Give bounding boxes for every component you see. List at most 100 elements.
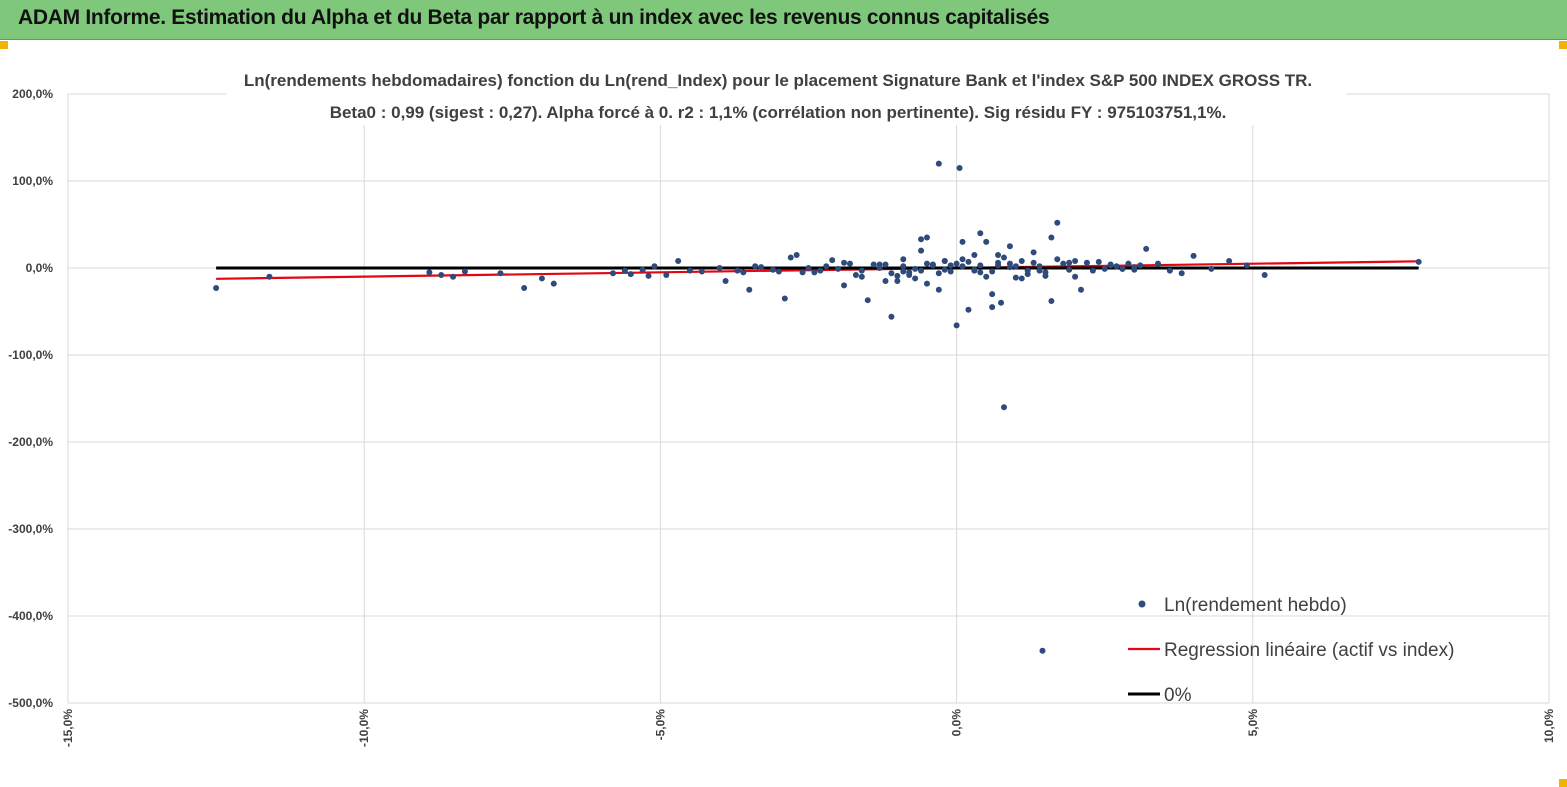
data-point xyxy=(266,273,273,280)
data-point xyxy=(805,265,812,271)
data-point xyxy=(900,268,907,275)
data-point xyxy=(918,236,925,243)
data-point xyxy=(998,299,1005,306)
data-point xyxy=(1018,275,1025,282)
data-point xyxy=(1166,267,1173,274)
x-tick-label: -5,0% xyxy=(653,709,667,741)
data-point xyxy=(965,258,972,265)
data-point xyxy=(438,271,445,278)
data-point xyxy=(882,261,889,268)
corner-marker-top-right xyxy=(1559,41,1567,49)
data-point xyxy=(1101,265,1108,272)
data-point xyxy=(787,254,794,261)
data-point xyxy=(781,295,788,302)
data-point xyxy=(621,267,628,274)
data-point xyxy=(835,265,842,272)
data-point xyxy=(864,297,871,304)
data-point xyxy=(1030,259,1037,266)
data-point xyxy=(1072,273,1079,280)
data-point xyxy=(610,270,617,277)
data-point xyxy=(894,278,901,285)
x-tick-label: 10,0% xyxy=(1542,709,1556,743)
y-tick-label: -200,0% xyxy=(8,435,53,449)
data-point xyxy=(989,268,996,275)
data-point xyxy=(663,271,670,278)
x-tick-label: -10,0% xyxy=(357,709,371,747)
data-point xyxy=(989,291,996,298)
data-point xyxy=(1137,262,1144,269)
corner-marker-bottom-right xyxy=(1559,779,1567,787)
legend-label: 0% xyxy=(1164,685,1192,706)
data-point xyxy=(1113,263,1120,270)
data-point xyxy=(521,285,528,292)
data-point xyxy=(888,270,895,277)
data-point xyxy=(965,306,972,313)
data-point xyxy=(971,251,978,258)
data-point xyxy=(923,280,930,287)
data-point xyxy=(1261,271,1268,278)
grid xyxy=(67,93,1550,704)
data-point xyxy=(876,261,883,268)
data-point xyxy=(935,286,942,293)
data-point xyxy=(1036,267,1043,274)
data-point xyxy=(497,270,504,277)
data-point xyxy=(841,282,848,289)
data-point xyxy=(977,230,984,237)
data-point xyxy=(912,265,919,272)
chart-subtitle: Beta0 : 0,99 (sigest : 0,27). Alpha forc… xyxy=(330,103,1227,122)
scatter-chart: 200,0% 100,0% 0,0% -100,0% -200,0% -300,0% -40… xyxy=(8,63,1556,747)
corner-marker-top-left xyxy=(0,41,8,49)
data-point xyxy=(1048,234,1055,241)
data-point xyxy=(698,268,705,275)
regression-line xyxy=(216,260,1419,280)
y-tick-label: 0,0% xyxy=(26,261,54,275)
data-point xyxy=(900,263,907,270)
data-point xyxy=(858,273,865,280)
data-point xyxy=(213,285,220,292)
series-lines xyxy=(216,260,1419,280)
data-point xyxy=(450,273,457,280)
data-point xyxy=(550,280,557,287)
data-point xyxy=(923,234,930,241)
data-point xyxy=(1131,266,1138,273)
data-point xyxy=(959,263,966,270)
data-point xyxy=(956,164,963,171)
data-point xyxy=(1078,286,1085,293)
data-point xyxy=(716,265,723,271)
data-point xyxy=(1024,271,1031,278)
data-point xyxy=(1006,264,1013,271)
data-point xyxy=(1000,254,1007,261)
data-point xyxy=(894,272,901,279)
data-point xyxy=(995,262,1002,269)
data-point xyxy=(1226,258,1233,265)
data-point xyxy=(1066,259,1073,266)
data-point xyxy=(906,271,913,278)
data-point xyxy=(947,262,954,269)
data-point xyxy=(941,266,948,273)
data-point xyxy=(947,268,954,275)
data-point xyxy=(823,263,830,270)
data-point xyxy=(1119,265,1126,272)
data-point xyxy=(1415,258,1422,265)
data-point xyxy=(793,251,800,258)
data-point xyxy=(1083,259,1090,266)
data-point xyxy=(775,268,782,275)
data-point xyxy=(900,256,907,263)
data-point xyxy=(935,160,942,167)
data-point xyxy=(1048,298,1055,305)
data-point xyxy=(1012,263,1019,270)
data-point xyxy=(769,266,776,273)
data-point xyxy=(977,262,984,269)
data-point xyxy=(746,286,753,293)
x-tick-label: 5,0% xyxy=(1246,709,1260,737)
data-point xyxy=(1125,260,1132,267)
data-point xyxy=(740,269,747,276)
data-point xyxy=(627,271,634,278)
data-point xyxy=(929,262,936,269)
data-point xyxy=(953,260,960,267)
report-banner: ADAM Informe. Estimation du Alpha et du … xyxy=(0,0,1567,40)
x-tick-label: -15,0% xyxy=(61,709,75,747)
data-point xyxy=(675,258,682,265)
y-tick-label: -300,0% xyxy=(8,522,53,536)
data-point xyxy=(461,268,468,275)
